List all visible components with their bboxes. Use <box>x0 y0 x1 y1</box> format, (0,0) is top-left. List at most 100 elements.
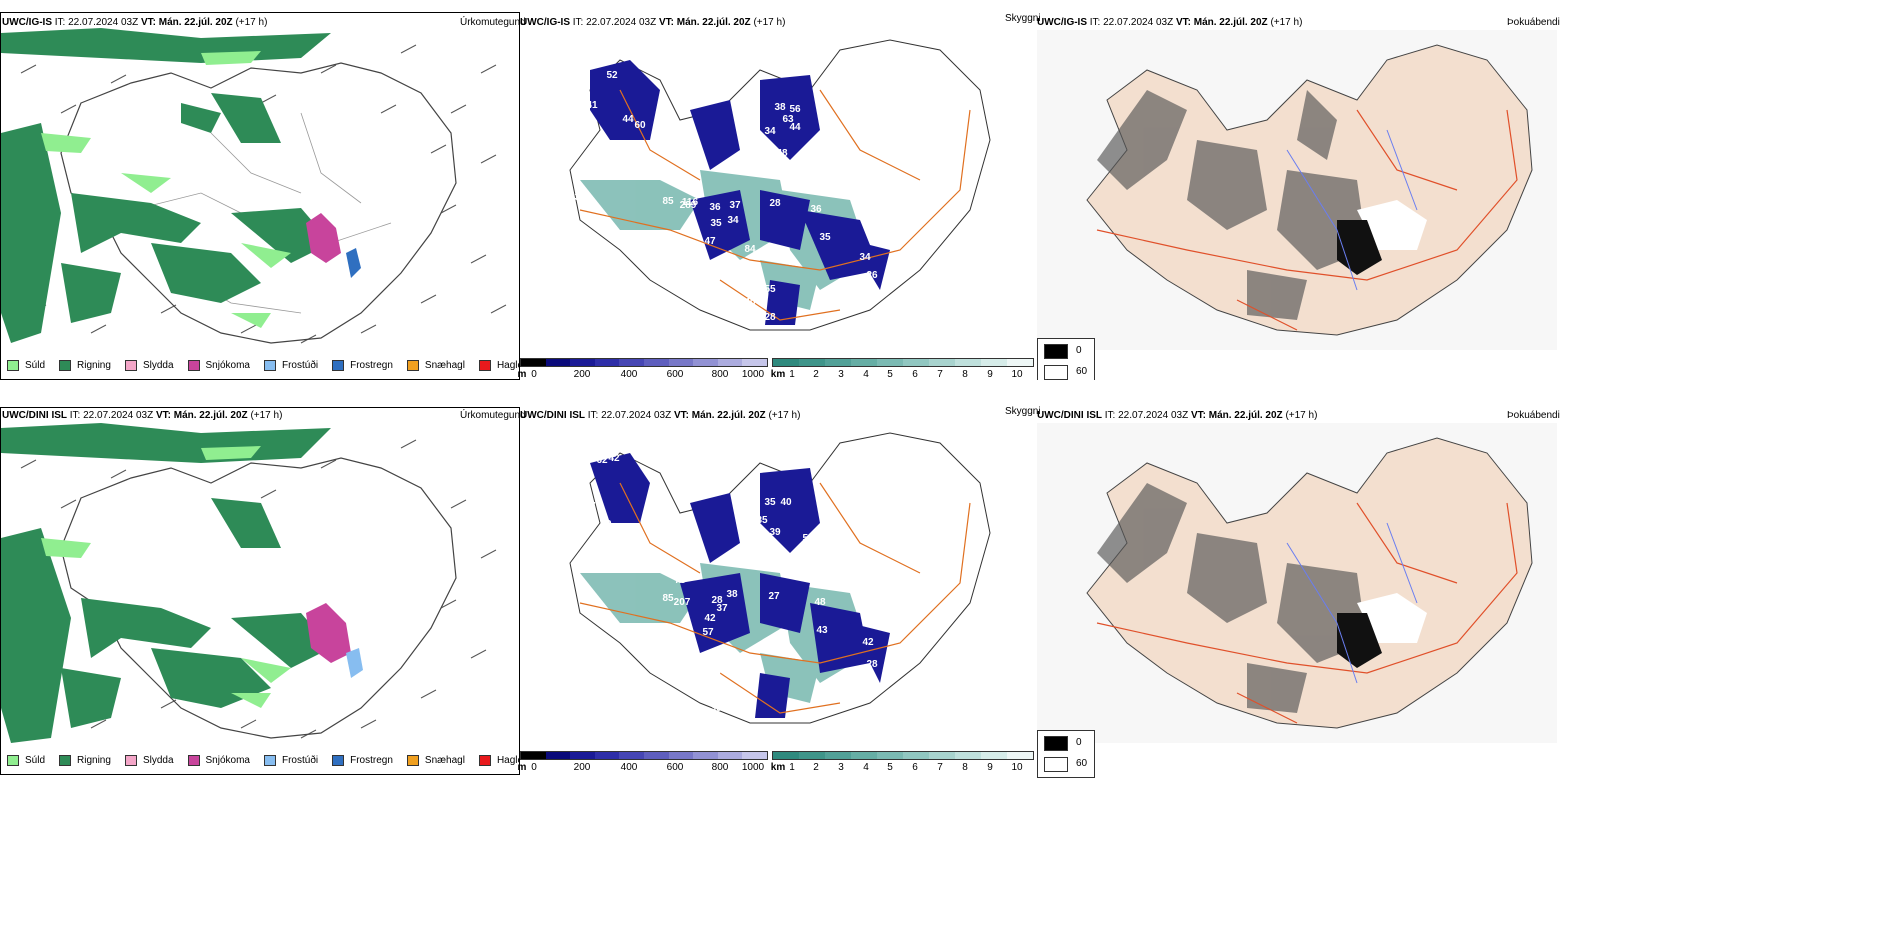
freezing-area <box>346 648 363 678</box>
fog-black-area <box>1337 220 1382 275</box>
tick: 6 <box>912 762 918 773</box>
legend-swatch <box>478 360 491 371</box>
vt-value: Mán. 22.júl. 20Z <box>676 17 751 28</box>
row-2: Súld Rigning Slydda Snjókoma Frostúði Fr… <box>0 395 1900 785</box>
fog-key-high: 60 <box>1076 758 1088 769</box>
fog-key-white <box>1044 365 1068 380</box>
cloud-base-ticks: m 0 200 400 600 800 1000 <box>518 367 768 380</box>
tick: 1000 <box>741 762 765 773</box>
cloud-base-value: 41 <box>586 100 598 111</box>
lead-time: (+17 h) <box>1285 410 1318 421</box>
cloud-base-value: 39 <box>769 527 781 538</box>
fog-header: UWC/IG-IS IT: 22.07.2024 03Z VT: Mán. 22… <box>1037 17 1302 29</box>
cloud-base-value: 73 <box>709 667 721 678</box>
fog-white-area <box>1357 593 1427 643</box>
cloud-base-value: 72 <box>594 44 606 55</box>
river-network <box>1286 522 1418 684</box>
legend-label: Snjókoma <box>205 360 250 371</box>
precip-type-panel: Súld Rigning Slydda Snjókoma Frostúði Fr… <box>0 12 520 380</box>
vt-value: Mán. 22.júl. 20Z <box>691 410 766 421</box>
vt-value: Mán. 22.júl. 20Z <box>158 17 233 28</box>
cloud-base-value: 55 <box>764 284 776 295</box>
tick: 200 <box>573 762 591 773</box>
fog-scale-key: 0 60 <box>1037 338 1095 380</box>
cloud-base-value: 73 <box>674 575 686 586</box>
legend-swatch <box>59 360 72 371</box>
cloud-base-value: 35 <box>574 192 586 203</box>
cloud-base-value: 29 <box>742 312 754 323</box>
tick: 400 <box>620 369 638 380</box>
cloud-base-value: 32 <box>728 703 740 714</box>
tick: 1000 <box>741 369 765 380</box>
tick: 5 <box>887 369 893 380</box>
tick: 8 <box>962 762 968 773</box>
tick: 0 <box>531 762 537 773</box>
cloud-base-value: 38 <box>774 102 786 113</box>
fog-indicator-map <box>1037 30 1557 350</box>
vis-title: Skyggni <box>1005 406 1041 417</box>
snow-area <box>306 213 341 263</box>
legend-swatch <box>7 360 19 371</box>
legend-swatch <box>332 755 345 766</box>
cloud-base-value: 35 <box>764 497 776 508</box>
visibility-bar <box>772 751 1034 760</box>
cloud-base-value: 76 <box>840 186 852 197</box>
fog-key-black <box>1044 736 1068 751</box>
vt-label: VT: <box>140 17 156 28</box>
tick: 8 <box>962 369 968 380</box>
iceland-outline <box>60 457 457 739</box>
tick: 200 <box>573 369 591 380</box>
tick: 3 <box>838 369 844 380</box>
row-1: Súld Rigning Slydda Snjókoma Frostúði Fr… <box>0 0 1900 380</box>
cloud-base-value: 35 <box>819 232 831 243</box>
legend-item: Rigning <box>59 755 111 766</box>
legend-label: Súld <box>25 755 46 766</box>
tick: 600 <box>666 762 684 773</box>
legend-label: Rigning <box>77 360 111 371</box>
legend-item: Snæhagl <box>406 755 465 766</box>
legend-item: Haglél <box>478 360 519 371</box>
precip-type-panel: Súld Rigning Slydda Snjókoma Frostúði Fr… <box>0 407 520 775</box>
drizzle-areas <box>41 446 291 708</box>
cloud-base-value: 36 <box>810 204 822 215</box>
cloud-base-value: 65 <box>562 112 574 123</box>
precip-type-map <box>1 28 507 344</box>
cloud-base-value: 79 <box>618 152 630 163</box>
cloud-base-value: 47 <box>584 501 596 512</box>
cloud-base-value: 42 <box>608 453 620 464</box>
visibility-unit: km <box>770 762 786 773</box>
cloud-base-value: 57 <box>702 627 714 638</box>
cloud-base-value: 37 <box>716 603 728 614</box>
cloud-base-value: 34 <box>859 252 871 263</box>
it-label: IT: <box>69 410 81 421</box>
fog-title: Þokuábendi <box>1507 410 1560 421</box>
fog-white-area <box>1357 200 1427 250</box>
legend-item: Snæhagl <box>406 360 465 371</box>
visibility-bar <box>772 358 1034 367</box>
model-name: UWC/IG-IS <box>2 17 52 28</box>
cloud-base-value: 42 <box>704 613 716 624</box>
cloud-base-value: 30 <box>710 703 722 714</box>
cloud-base-value: 35 <box>710 218 722 229</box>
drizzle-areas <box>41 51 291 328</box>
legend-item: Frostúði <box>263 755 318 766</box>
legend-item: Slydda <box>124 360 174 371</box>
cloud-base-value: 36 <box>709 202 721 213</box>
precip-type-map <box>1 423 497 743</box>
fog-header: UWC/DINI ISL IT: 22.07.2024 03Z VT: Mán.… <box>1037 410 1317 422</box>
river-network <box>1286 129 1418 291</box>
vt-label: VT: <box>1190 410 1206 421</box>
cloud-base-value: 28 <box>764 312 776 323</box>
model-name: UWC/IG-IS <box>1037 17 1087 28</box>
lead-time: (+17 h) <box>250 410 283 421</box>
tick: 9 <box>987 369 993 380</box>
cloud-base-value: 53 <box>802 533 814 544</box>
cloud-base-value: 63 <box>782 114 794 125</box>
visibility-ticks: km 1 2 3 4 5 6 7 8 9 10 <box>770 760 1034 774</box>
cloud-base-value: 26 <box>866 270 878 281</box>
it-label: IT: <box>1104 410 1116 421</box>
legend-item: Frostregn <box>332 755 393 766</box>
tick: 6 <box>912 369 918 380</box>
snow-area <box>306 603 351 663</box>
